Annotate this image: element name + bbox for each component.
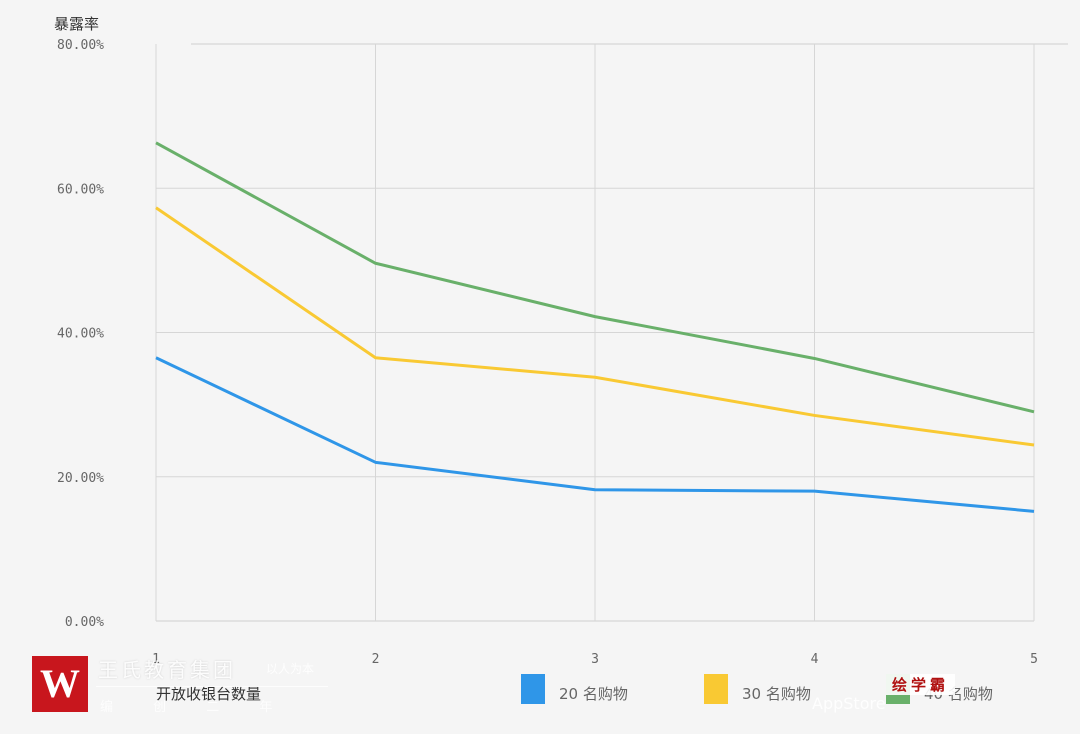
watermark-divider	[96, 686, 328, 687]
watermark-logo: W	[32, 656, 88, 712]
series-line-3	[155, 141, 1035, 414]
y-tick-label: 20.00%	[57, 471, 104, 486]
watermark-slogan: 以人为本	[266, 662, 315, 676]
legend-swatch-1	[521, 674, 545, 704]
y-tick-label: 40.00%	[57, 327, 104, 342]
grid-lines	[155, 43, 1068, 622]
legend-label-1: 20 名购物	[559, 685, 628, 703]
y-tick-label: 0.00%	[65, 615, 104, 630]
watermark-badge: 绘学霸	[886, 674, 956, 695]
x-axis-label: 开放收银台数量	[156, 685, 261, 703]
watermark-org-name: 王氏教育集团	[98, 658, 236, 682]
x-tick-label: 4	[811, 652, 819, 667]
x-tick-label: 2	[372, 652, 380, 667]
series-line-2	[155, 206, 1035, 447]
y-axis-ticks: 0.00% 20.00% 40.00% 60.00% 80.00%	[57, 38, 104, 630]
watermark-bottom-text: 编 创 二 年	[100, 700, 291, 715]
x-tick-label: 5	[1030, 652, 1038, 667]
x-axis-ticks: 1 2 3 4 5	[152, 652, 1038, 667]
x-tick-label: 1	[152, 652, 160, 667]
y-tick-label: 80.00%	[57, 38, 104, 53]
series-lines	[155, 141, 1035, 513]
y-tick-label: 60.00%	[57, 182, 104, 197]
legend: 20 名购物 30 名购物 40 名购物	[521, 674, 993, 704]
legend-swatch-2	[704, 674, 728, 704]
y-axis-label: 暴露率	[54, 15, 99, 33]
series-line-1	[155, 356, 1035, 513]
legend-label-2: 30 名购物	[742, 685, 811, 703]
x-tick-label: 3	[591, 652, 599, 667]
watermark-appstore-text: AppStore	[812, 694, 886, 713]
